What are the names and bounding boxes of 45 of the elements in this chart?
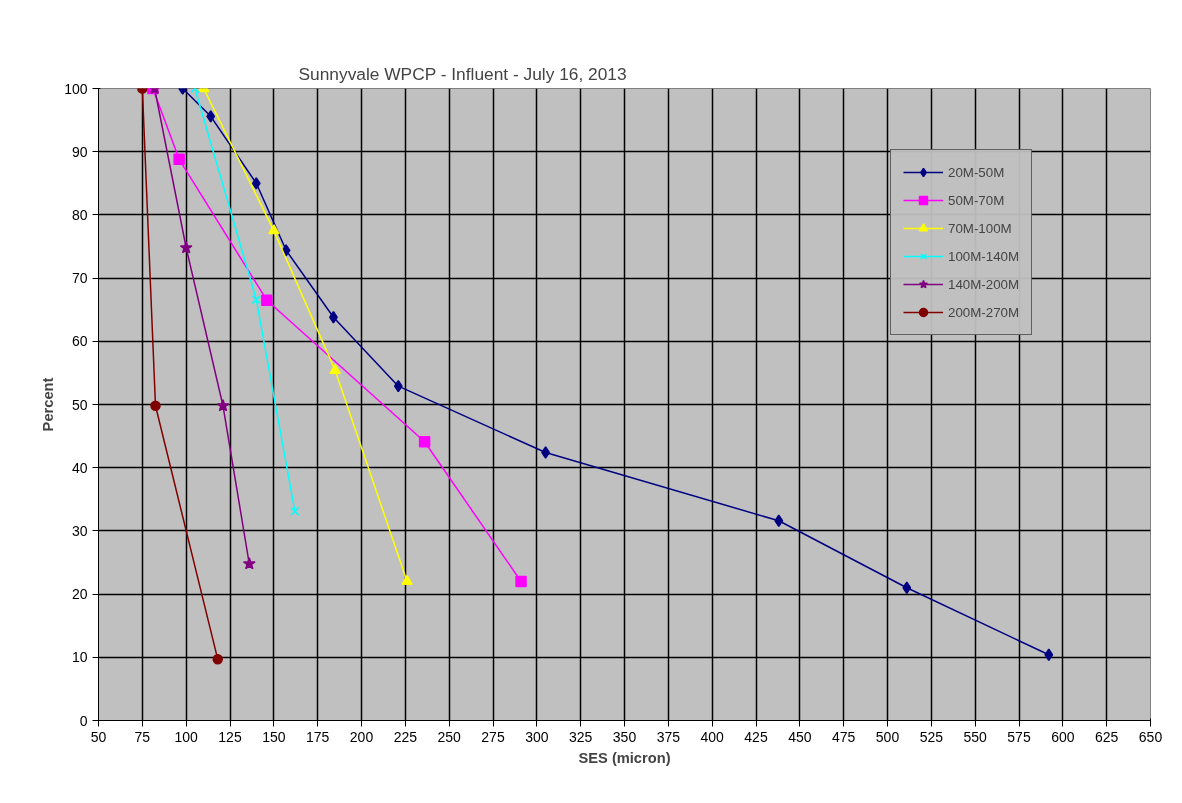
y-tick-label: 0: [79, 712, 88, 729]
x-tick-label: 150: [262, 728, 286, 745]
x-tick-label: 525: [919, 728, 944, 745]
x-tick-label: 300: [525, 728, 549, 745]
chart-title: Sunnyvale WPCP - Influent - July 16, 2013: [298, 63, 627, 84]
x-tick-label: 125: [218, 728, 242, 745]
x-axis-title: SES (micron): [578, 749, 671, 766]
x-tick-label: 425: [744, 728, 768, 745]
x-tick-label: 225: [393, 728, 418, 745]
x-tick-label: 600: [1051, 728, 1075, 745]
y-tick-label: 70: [71, 270, 88, 287]
y-tick-label: 80: [71, 206, 88, 223]
y-axis-title: Percent: [40, 377, 57, 432]
legend-label: 20M-50M: [948, 164, 1005, 180]
x-tick-label: 550: [963, 728, 988, 745]
y-tick-label: 10: [71, 649, 88, 666]
x-tick-label: 575: [1007, 728, 1031, 745]
x-tick-label: 450: [788, 728, 812, 745]
x-tick-label: 200: [349, 728, 374, 745]
legend-label: 50M-70M: [948, 192, 1005, 208]
y-tick-label: 50: [71, 396, 88, 413]
x-tick-label: 400: [700, 728, 725, 745]
y-tick-label: 30: [71, 522, 88, 539]
x-tick-label: 650: [1138, 728, 1163, 745]
x-tick-label: 375: [656, 728, 681, 745]
x-tick-label: 50: [90, 728, 107, 745]
x-tick-label: 325: [568, 728, 593, 745]
x-tick-label: 500: [875, 728, 900, 745]
y-tick-label: 90: [71, 143, 88, 160]
x-tick-label: 275: [481, 728, 505, 745]
legend-label: 70M-100M: [948, 220, 1012, 236]
x-tick-label: 625: [1094, 728, 1119, 745]
legend-label: 140M-200M: [948, 276, 1020, 292]
y-tick-label: 100: [64, 80, 88, 97]
x-tick-label: 175: [305, 728, 330, 745]
x-tick-label: 475: [831, 728, 856, 745]
x-tick-label: 75: [134, 728, 151, 745]
y-tick-label: 40: [71, 459, 88, 476]
legend-label: 100M-140M: [948, 248, 1020, 264]
x-tick-label: 350: [612, 728, 637, 745]
x-tick-label: 250: [437, 728, 462, 745]
legend-label: 200M-270M: [948, 304, 1020, 320]
x-tick-label: 100: [174, 728, 199, 745]
y-tick-label: 60: [71, 333, 88, 350]
y-tick-label: 20: [71, 586, 88, 603]
